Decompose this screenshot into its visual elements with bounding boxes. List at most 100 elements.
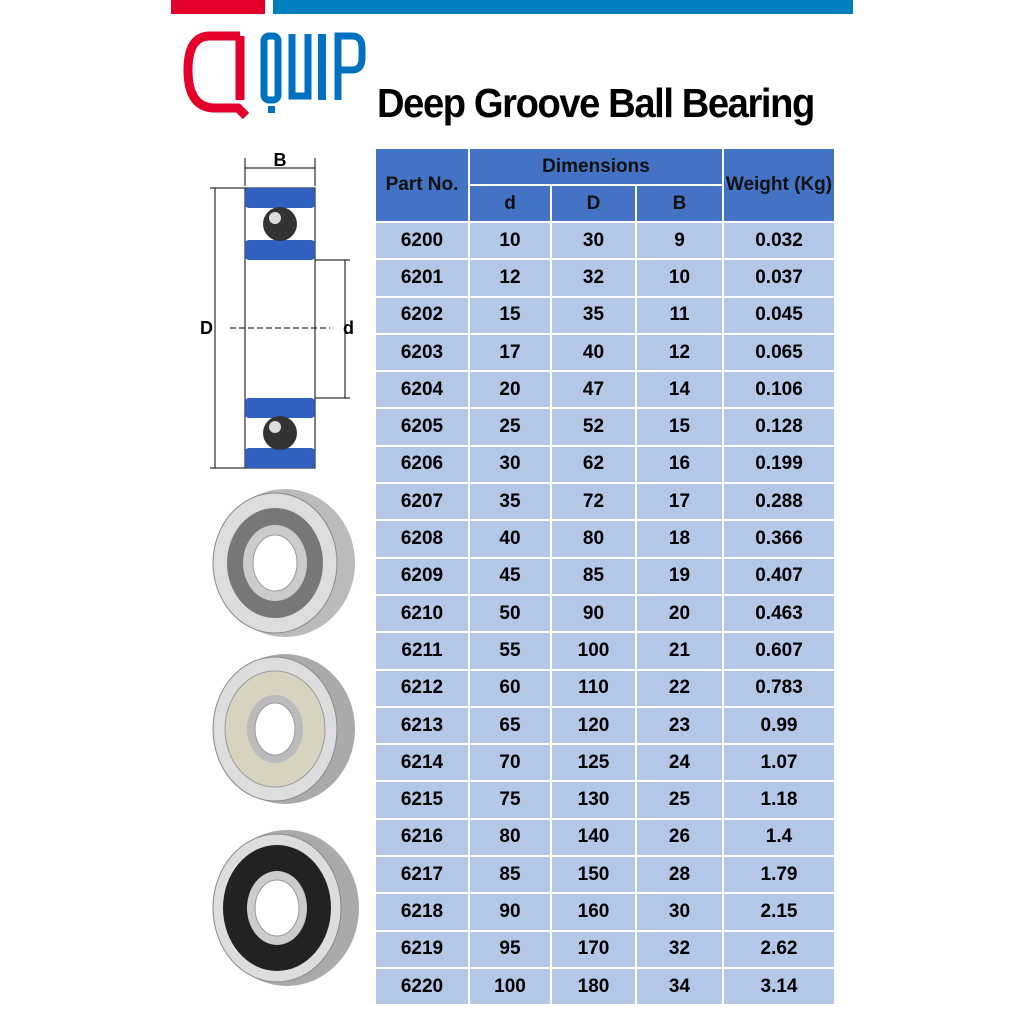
cell-inner-diameter: 75 bbox=[470, 782, 550, 818]
cell-width: 11 bbox=[637, 297, 722, 333]
cell-inner-diameter: 10 bbox=[470, 223, 550, 259]
header-weight: Weight (Kg) bbox=[724, 149, 834, 221]
header-part-no: Part No. bbox=[376, 149, 468, 221]
cell-outer-diameter: 32 bbox=[552, 260, 635, 296]
cell-weight: 0.199 bbox=[724, 446, 834, 483]
cell-width: 26 bbox=[637, 819, 722, 856]
cell-part-no: 6210 bbox=[376, 595, 468, 632]
cell-width: 21 bbox=[637, 633, 722, 669]
cell-part-no: 6204 bbox=[376, 372, 468, 408]
cell-outer-diameter: 62 bbox=[552, 446, 635, 483]
cell-inner-diameter: 85 bbox=[470, 857, 550, 893]
label-d: d bbox=[343, 318, 354, 338]
cell-weight: 0.366 bbox=[724, 521, 834, 557]
cell-part-no: 6220 bbox=[376, 968, 468, 1005]
cell-part-no: 6217 bbox=[376, 857, 468, 893]
cell-part-no: 6219 bbox=[376, 931, 468, 967]
cell-width: 15 bbox=[637, 409, 722, 445]
cell-width: 19 bbox=[637, 558, 722, 594]
cell-outer-diameter: 52 bbox=[552, 409, 635, 445]
bearing-spec-table: Part No. Dimensions Weight (Kg) d D B 62… bbox=[374, 147, 836, 1006]
cell-width: 16 bbox=[637, 446, 722, 483]
cell-outer-diameter: 100 bbox=[552, 633, 635, 669]
cell-weight: 3.14 bbox=[724, 968, 834, 1005]
cell-weight: 0.783 bbox=[724, 670, 834, 706]
table-row: 6210 50 90 20 0.463 bbox=[376, 595, 834, 632]
cell-weight: 1.4 bbox=[724, 819, 834, 856]
cell-inner-diameter: 12 bbox=[470, 260, 550, 296]
cell-inner-diameter: 45 bbox=[470, 558, 550, 594]
cell-width: 22 bbox=[637, 670, 722, 706]
cell-part-no: 6208 bbox=[376, 521, 468, 557]
cell-width: 17 bbox=[637, 484, 722, 520]
cell-outer-diameter: 170 bbox=[552, 931, 635, 967]
cell-width: 23 bbox=[637, 707, 722, 744]
cell-inner-diameter: 55 bbox=[470, 633, 550, 669]
cell-width: 9 bbox=[637, 223, 722, 259]
header-B-width: B bbox=[637, 186, 722, 221]
cell-inner-diameter: 80 bbox=[470, 819, 550, 856]
cell-inner-diameter: 100 bbox=[470, 968, 550, 1005]
table-row: 6211 55 100 21 0.607 bbox=[376, 633, 834, 669]
cell-width: 24 bbox=[637, 745, 722, 781]
cell-part-no: 6216 bbox=[376, 819, 468, 856]
cell-part-no: 6211 bbox=[376, 633, 468, 669]
cell-width: 32 bbox=[637, 931, 722, 967]
cell-outer-diameter: 35 bbox=[552, 297, 635, 333]
table-row: 6213 65 120 23 0.99 bbox=[376, 707, 834, 744]
cell-width: 28 bbox=[637, 857, 722, 893]
cell-part-no: 6218 bbox=[376, 894, 468, 930]
cell-outer-diameter: 85 bbox=[552, 558, 635, 594]
cell-outer-diameter: 72 bbox=[552, 484, 635, 520]
cell-width: 25 bbox=[637, 782, 722, 818]
header-dimensions: Dimensions bbox=[470, 149, 722, 184]
cell-part-no: 6213 bbox=[376, 707, 468, 744]
table-row: 6218 90 160 30 2.15 bbox=[376, 894, 834, 930]
header-d-inner: d bbox=[470, 186, 550, 221]
table-row: 6207 35 72 17 0.288 bbox=[376, 484, 834, 520]
cell-inner-diameter: 20 bbox=[470, 372, 550, 408]
cell-outer-diameter: 90 bbox=[552, 595, 635, 632]
table-row: 6209 45 85 19 0.407 bbox=[376, 558, 834, 594]
cell-inner-diameter: 95 bbox=[470, 931, 550, 967]
cell-part-no: 6209 bbox=[376, 558, 468, 594]
table-row: 6215 75 130 25 1.18 bbox=[376, 782, 834, 818]
table-row: 6201 12 32 10 0.037 bbox=[376, 260, 834, 296]
cell-weight: 0.407 bbox=[724, 558, 834, 594]
cell-inner-diameter: 60 bbox=[470, 670, 550, 706]
table-row: 6203 17 40 12 0.065 bbox=[376, 334, 834, 371]
header-D-outer: D bbox=[552, 186, 635, 221]
cell-weight: 2.15 bbox=[724, 894, 834, 930]
cell-inner-diameter: 50 bbox=[470, 595, 550, 632]
cell-weight: 0.607 bbox=[724, 633, 834, 669]
cell-weight: 0.106 bbox=[724, 372, 834, 408]
table-row: 6204 20 47 14 0.106 bbox=[376, 372, 834, 408]
cell-part-no: 6200 bbox=[376, 223, 468, 259]
cell-outer-diameter: 80 bbox=[552, 521, 635, 557]
table-row: 6212 60 110 22 0.783 bbox=[376, 670, 834, 706]
cell-weight: 0.037 bbox=[724, 260, 834, 296]
cell-outer-diameter: 40 bbox=[552, 334, 635, 371]
cell-outer-diameter: 160 bbox=[552, 894, 635, 930]
cell-part-no: 6202 bbox=[376, 297, 468, 333]
cell-weight: 0.065 bbox=[724, 334, 834, 371]
cell-weight: 1.79 bbox=[724, 857, 834, 893]
cell-weight: 0.128 bbox=[724, 409, 834, 445]
table-row: 6208 40 80 18 0.366 bbox=[376, 521, 834, 557]
cell-width: 20 bbox=[637, 595, 722, 632]
cell-outer-diameter: 120 bbox=[552, 707, 635, 744]
bearing-cross-section-diagram: B D d bbox=[200, 150, 354, 469]
open-bearing-image bbox=[212, 489, 355, 637]
cell-outer-diameter: 125 bbox=[552, 745, 635, 781]
cell-weight: 0.032 bbox=[724, 223, 834, 259]
table-row: 6205 25 52 15 0.128 bbox=[376, 409, 834, 445]
cell-outer-diameter: 110 bbox=[552, 670, 635, 706]
cell-width: 10 bbox=[637, 260, 722, 296]
cell-inner-diameter: 90 bbox=[470, 894, 550, 930]
quip-logo bbox=[183, 31, 366, 120]
cell-inner-diameter: 30 bbox=[470, 446, 550, 483]
table-row: 6206 30 62 16 0.199 bbox=[376, 446, 834, 483]
cell-part-no: 6205 bbox=[376, 409, 468, 445]
cell-part-no: 6206 bbox=[376, 446, 468, 483]
cell-part-no: 6207 bbox=[376, 484, 468, 520]
